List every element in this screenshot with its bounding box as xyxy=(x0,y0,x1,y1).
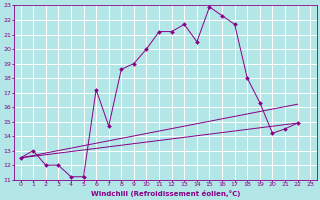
X-axis label: Windchill (Refroidissement éolien,°C): Windchill (Refroidissement éolien,°C) xyxy=(91,190,240,197)
